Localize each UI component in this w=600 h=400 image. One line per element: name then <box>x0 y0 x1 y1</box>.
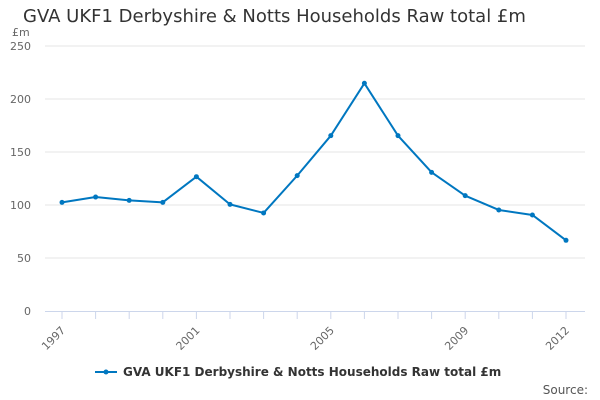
x-tick-label: 2005 <box>308 324 337 353</box>
y-tick-label: 250 <box>10 40 31 53</box>
legend-label: GVA UKF1 Derbyshire & Notts Households R… <box>123 365 502 379</box>
data-point <box>462 193 468 199</box>
data-point <box>429 169 435 175</box>
y-axis-label: £m <box>12 26 30 39</box>
data-point <box>563 237 569 243</box>
data-point <box>496 207 502 213</box>
chart-title: GVA UKF1 Derbyshire & Notts Households R… <box>23 6 526 27</box>
data-point <box>126 197 132 203</box>
data-point <box>294 173 300 179</box>
x-tick-label: 2012 <box>543 324 572 353</box>
y-tick-label: 50 <box>17 252 31 265</box>
data-point <box>227 201 233 207</box>
data-point <box>93 194 99 200</box>
data-point <box>193 174 199 180</box>
y-tick-label: 0 <box>24 305 31 318</box>
series-line <box>61 82 567 242</box>
x-tick-label: 1997 <box>39 324 68 353</box>
data-point <box>261 210 267 216</box>
data-point <box>395 133 401 139</box>
legend-line-marker-icon <box>95 369 117 375</box>
data-point <box>328 133 334 139</box>
data-point <box>361 80 367 86</box>
source-label[interactable]: Source: <box>542 383 588 397</box>
y-tick-label: 200 <box>10 93 31 106</box>
x-tick-label: 2009 <box>442 324 471 353</box>
legend-item[interactable]: GVA UKF1 Derbyshire & Notts Households R… <box>95 365 501 379</box>
x-tick-label: 2001 <box>174 324 203 353</box>
y-tick-label: 100 <box>10 199 31 212</box>
data-point <box>59 199 65 205</box>
data-point <box>160 199 166 205</box>
y-tick-label: 150 <box>10 146 31 159</box>
data-point <box>529 212 535 218</box>
